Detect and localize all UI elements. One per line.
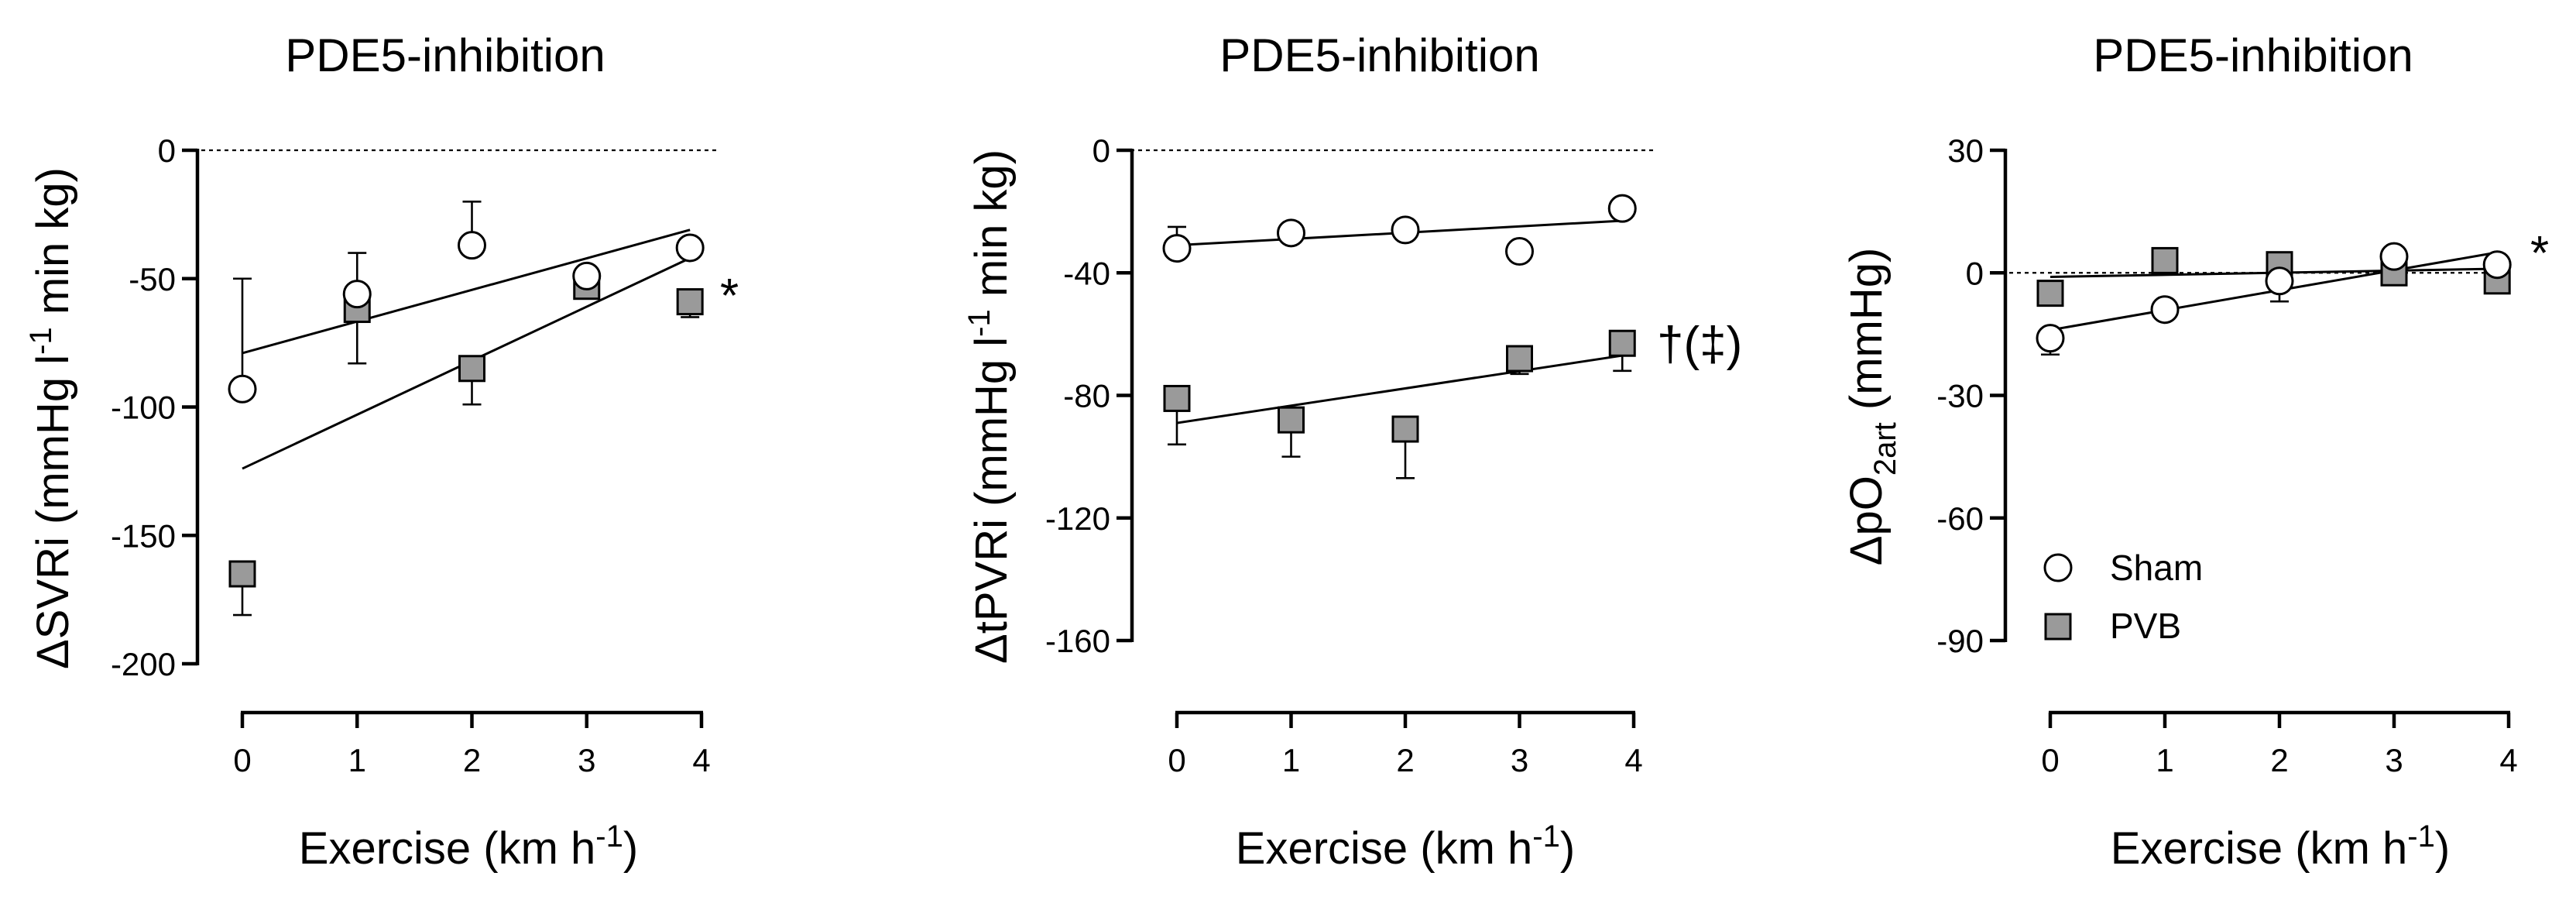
x-tick-label: 3 <box>578 742 595 778</box>
y-tick-label: 30 <box>1947 132 1984 169</box>
x-axis-label: Exercise (km h-1) <box>1236 819 1575 874</box>
x-tick-label: 3 <box>1511 742 1528 778</box>
y-tick-label: -30 <box>1936 378 1984 414</box>
sham-point <box>2482 250 2512 280</box>
sham-point <box>1391 215 1420 245</box>
y-tick-label: -80 <box>1063 378 1110 414</box>
x-tick-label: 2 <box>1396 742 1414 778</box>
x-tick-label: 1 <box>2156 742 2173 778</box>
sham-point <box>2036 324 2065 353</box>
sham-point <box>1277 218 1305 248</box>
panel-title: PDE5-inhibition <box>285 29 605 81</box>
panel-po2art: PDE5-inhibition ΔpO2art (mmHg) Exercise … <box>1841 29 2549 874</box>
pvb-point <box>2151 246 2179 274</box>
pvb-point <box>1391 415 1419 443</box>
sham-point <box>2265 266 2294 296</box>
y-axis-label: ΔSVRi (mmHg l-1 min kg) <box>24 167 78 669</box>
y-tick-label: -50 <box>129 261 176 297</box>
plot-area: 0 -40 -80 -120 -160 0 1 2 3 4 <box>1045 132 1653 778</box>
x-axis-label: Exercise (km h-1) <box>299 819 638 874</box>
pvb-point <box>1278 406 1305 434</box>
pvb-point <box>676 288 704 316</box>
panel-title: PDE5-inhibition <box>1219 29 1540 81</box>
plot-area: 0 -50 -100 -150 -200 0 1 2 3 4 <box>111 132 720 778</box>
x-tick-label: 2 <box>2270 742 2288 778</box>
x-tick-label: 2 <box>463 742 481 778</box>
plot-area: 30 0 -30 -60 -90 0 1 2 3 4 <box>1936 132 2517 778</box>
y-tick-label: -200 <box>111 646 176 682</box>
legend-pvb-marker <box>2044 613 2072 641</box>
significance-marker: * <box>2530 227 2549 280</box>
panel-title: PDE5-inhibition <box>2093 29 2413 81</box>
x-tick-label: 1 <box>348 742 366 778</box>
x-axis-label: Exercise (km h-1) <box>2111 819 2450 874</box>
x-tick-label: 0 <box>233 742 251 778</box>
y-tick-label: -160 <box>1045 623 1110 659</box>
y-tick-label: 0 <box>158 132 176 169</box>
fit-line-pvb <box>1176 354 1623 424</box>
y-tick-label: -90 <box>1936 623 1984 659</box>
y-axis-label: ΔtPVRi (mmHg l-1 min kg) <box>962 149 1017 664</box>
sham-point <box>675 233 705 263</box>
y-tick-label: 0 <box>1966 255 1984 291</box>
legend-pvb-label: PVB <box>2110 606 2181 646</box>
sham-point <box>572 261 602 290</box>
pvb-point <box>458 355 485 383</box>
sham-point <box>458 231 486 260</box>
panel-tpvri: PDE5-inhibition ΔtPVRi (mmHg l-1 min kg)… <box>962 29 1742 874</box>
legend-sham-label: Sham <box>2110 548 2203 588</box>
sham-point <box>2150 295 2180 325</box>
legend-sham-marker <box>2043 553 2073 582</box>
sham-point <box>1607 194 1637 223</box>
y-tick-label: -100 <box>111 390 176 426</box>
y-tick-label: -40 <box>1063 255 1110 291</box>
y-tick-label: -60 <box>1936 500 1984 537</box>
pvb-point <box>2036 280 2064 307</box>
y-tick-label: 0 <box>1092 132 1110 169</box>
sham-point <box>1505 237 1534 266</box>
pvb-point <box>228 560 256 588</box>
y-tick-label: -120 <box>1045 500 1110 537</box>
fit-line-sham <box>242 228 691 355</box>
x-tick-label: 0 <box>1168 742 1185 778</box>
y-tick-label: -150 <box>111 517 176 554</box>
x-tick-label: 0 <box>2041 742 2059 778</box>
x-tick-label: 1 <box>1282 742 1300 778</box>
pvb-point <box>1608 329 1636 357</box>
legend: Sham PVB <box>2043 548 2203 646</box>
sham-point <box>342 280 372 309</box>
y-axis-label: ΔpO2art (mmHg) <box>1841 248 1902 566</box>
significance-marker: * <box>720 270 739 323</box>
panel-svri: PDE5-inhibition ΔSVRi (mmHg l-1 min kg) … <box>24 29 739 874</box>
x-tick-label: 4 <box>1624 742 1642 778</box>
x-tick-label: 4 <box>2499 742 2517 778</box>
pvb-point <box>1506 345 1533 373</box>
x-tick-label: 4 <box>692 742 710 778</box>
sham-point <box>1162 234 1192 263</box>
significance-marker: †(‡) <box>1657 318 1742 371</box>
sham-point <box>2379 242 2409 271</box>
pvb-point <box>1163 384 1191 412</box>
x-tick-label: 3 <box>2385 742 2403 778</box>
sham-point <box>228 374 257 404</box>
